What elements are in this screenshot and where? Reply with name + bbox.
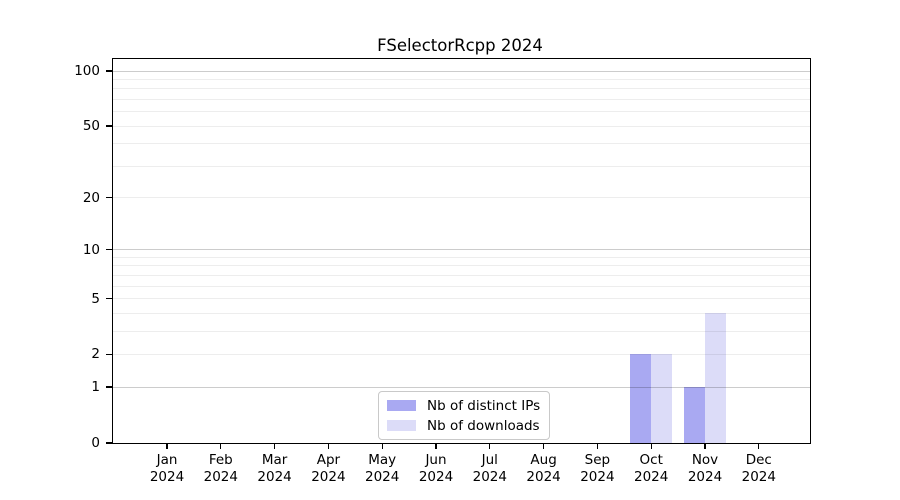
y-tick xyxy=(106,353,113,356)
x-tick-label: Jun 2024 xyxy=(418,452,454,485)
gridline-minor xyxy=(112,143,810,145)
x-tick-label: Apr 2024 xyxy=(311,452,346,485)
plot-area xyxy=(111,57,811,444)
gridline-minor xyxy=(112,330,810,332)
gridline-minor xyxy=(112,298,810,300)
x-tick xyxy=(435,443,437,449)
y-tick-label: 0 xyxy=(91,435,100,451)
x-tick-label: Feb 2024 xyxy=(203,452,238,485)
x-tick xyxy=(650,443,652,449)
y-tick xyxy=(106,125,113,127)
bar-downloads xyxy=(650,354,672,443)
legend: Nb of distinct IPs Nb of downloads xyxy=(378,391,551,440)
legend-swatch-downloads-icon xyxy=(387,420,416,431)
chart-title: FSelectorRcpp 2024 xyxy=(377,36,543,55)
x-tick xyxy=(542,443,545,449)
x-tick xyxy=(166,443,168,449)
gridline-major xyxy=(112,386,810,388)
gridline-minor xyxy=(112,165,810,167)
y-tick-label: 10 xyxy=(82,241,100,258)
gridline-minor xyxy=(112,256,810,258)
y-tick-label: 50 xyxy=(82,118,100,135)
y-tick-label: 20 xyxy=(82,189,100,206)
x-tick-label: May 2024 xyxy=(365,452,400,485)
x-tick-label: Mar 2024 xyxy=(257,452,292,485)
y-tick xyxy=(106,442,113,444)
x-tick-label: Oct 2024 xyxy=(634,452,669,485)
gridline-major xyxy=(112,70,810,72)
gridline-minor xyxy=(112,88,810,90)
x-tick xyxy=(758,443,760,449)
bar-downloads xyxy=(704,312,726,443)
legend-swatch-distinct-ips-icon xyxy=(387,400,416,411)
x-tick-label: Jul 2024 xyxy=(472,452,507,485)
x-tick xyxy=(327,443,330,449)
gridline-minor xyxy=(112,125,810,127)
x-tick xyxy=(220,443,222,449)
x-tick xyxy=(704,443,706,449)
legend-label-downloads: Nb of downloads xyxy=(427,417,540,434)
y-tick xyxy=(106,249,113,251)
x-tick-label: Aug 2024 xyxy=(526,452,561,485)
x-tick xyxy=(381,443,383,449)
gridline-minor xyxy=(112,285,810,287)
y-tick-label: 100 xyxy=(74,63,100,79)
y-tick-label: 2 xyxy=(91,346,100,363)
x-tick-label: Jan 2024 xyxy=(149,452,185,485)
y-tick-label: 5 xyxy=(91,290,100,307)
y-tick xyxy=(106,386,113,388)
x-tick xyxy=(489,443,491,449)
x-tick-label: Sep 2024 xyxy=(580,452,615,485)
legend-item-distinct-ips: Nb of distinct IPs xyxy=(387,397,540,414)
gridline-minor xyxy=(112,197,810,199)
y-tick xyxy=(106,297,113,300)
y-tick xyxy=(106,196,113,199)
x-tick-label: Dec 2024 xyxy=(741,452,776,485)
gridline-minor xyxy=(112,78,810,80)
legend-label-distinct-ips: Nb of distinct IPs xyxy=(427,397,541,414)
x-tick xyxy=(273,443,276,449)
x-tick-label: Nov 2024 xyxy=(687,452,723,485)
y-tick-label: 1 xyxy=(91,379,100,396)
bar-distinct-ips xyxy=(683,386,705,443)
gridline-minor xyxy=(112,265,810,267)
y-tick xyxy=(106,70,113,72)
bar-distinct-ips xyxy=(629,354,651,443)
gridline-minor xyxy=(112,99,810,100)
gridline-minor xyxy=(112,111,810,113)
gridline-minor xyxy=(112,354,810,356)
gridline-major xyxy=(112,249,810,251)
x-tick xyxy=(596,443,599,449)
gridline-minor xyxy=(112,312,810,314)
gridline-minor xyxy=(112,274,810,276)
legend-item-downloads: Nb of downloads xyxy=(387,417,540,434)
